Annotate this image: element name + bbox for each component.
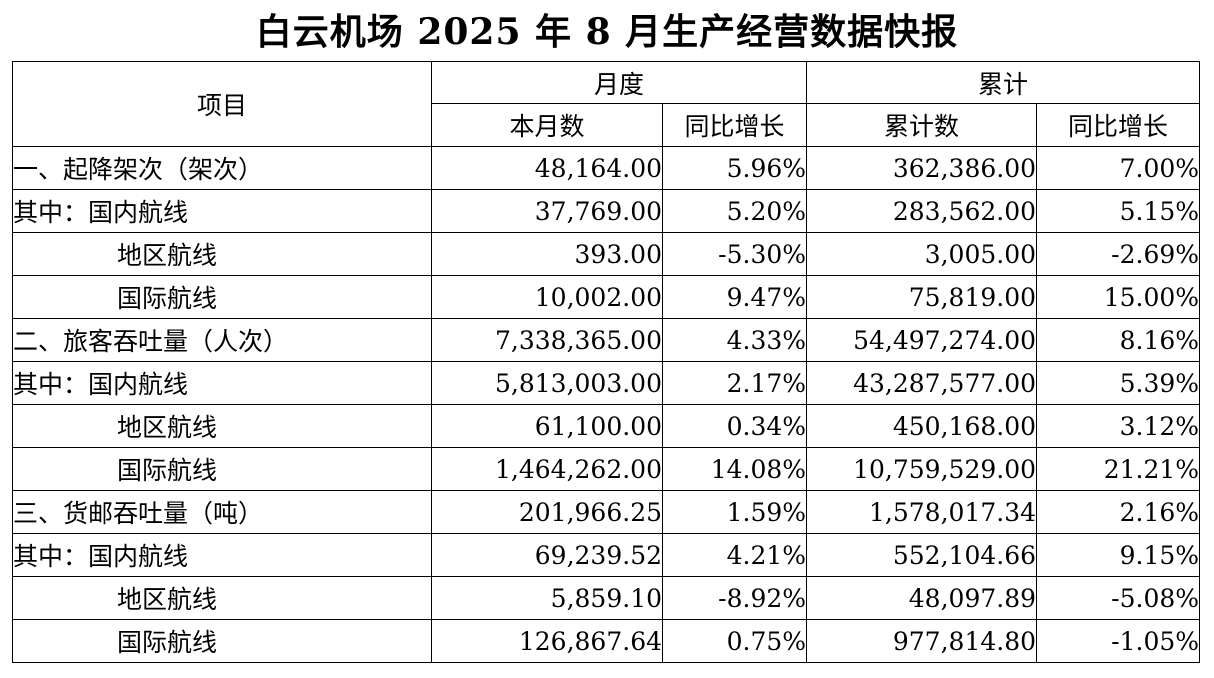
- row-label: 三、货邮吞吐量（吨）: [12, 490, 432, 534]
- header-cumulative-value: 累计数: [806, 103, 1038, 147]
- row-label: 地区航线: [12, 404, 432, 448]
- header-row-group: 项目 月度 累计: [12, 61, 1201, 147]
- monthly-value: 5,859.10: [431, 576, 663, 620]
- monthly-yoy: 1.59%: [661, 490, 808, 534]
- cumulative-yoy: 9.15%: [1036, 533, 1201, 577]
- row-label: 地区航线: [12, 232, 432, 276]
- cumulative-value: 977,814.80: [806, 619, 1038, 663]
- cumulative-value: 3,005.00: [806, 232, 1038, 276]
- header-monthly-yoy: 同比增长: [661, 103, 808, 147]
- cumulative-yoy: 5.39%: [1036, 361, 1201, 405]
- monthly-yoy: 0.75%: [661, 619, 808, 663]
- production-data-table: 项目 月度 累计 本月数 同比增长 累计数 同比增长 一、起降架次（架次） 48…: [12, 61, 1201, 663]
- row-label: 二、旅客吞吐量（人次）: [12, 318, 432, 362]
- monthly-value: 126,867.64: [431, 619, 663, 663]
- table-row: 地区航线 61,100.00 0.34% 450,168.00 3.12%: [12, 404, 1201, 448]
- table-row: 其中：国内航线 69,239.52 4.21% 552,104.66 9.15%: [12, 533, 1201, 577]
- monthly-yoy: 2.17%: [661, 361, 808, 405]
- row-label: 一、起降架次（架次）: [12, 146, 432, 190]
- row-label: 国际航线: [12, 619, 432, 663]
- monthly-value: 37,769.00: [431, 189, 663, 233]
- monthly-value: 5,813,003.00: [431, 361, 663, 405]
- monthly-yoy: 5.20%: [661, 189, 808, 233]
- table-row: 其中：国内航线 37,769.00 5.20% 283,562.00 5.15%: [12, 189, 1201, 233]
- row-label: 国际航线: [12, 447, 432, 491]
- cumulative-yoy: 7.00%: [1036, 146, 1201, 190]
- table-row: 地区航线 5,859.10 -8.92% 48,097.89 -5.08%: [12, 576, 1201, 620]
- cumulative-value: 75,819.00: [806, 275, 1038, 319]
- monthly-value: 61,100.00: [431, 404, 663, 448]
- cumulative-yoy: 3.12%: [1036, 404, 1201, 448]
- monthly-value: 10,002.00: [431, 275, 663, 319]
- monthly-yoy: 4.33%: [661, 318, 808, 362]
- monthly-yoy: 0.34%: [661, 404, 808, 448]
- table-row: 一、起降架次（架次） 48,164.00 5.96% 362,386.00 7.…: [12, 146, 1201, 190]
- header-monthly: 月度: [430, 61, 808, 104]
- cumulative-value: 450,168.00: [806, 404, 1038, 448]
- cumulative-value: 283,562.00: [806, 189, 1038, 233]
- cumulative-yoy: 21.21%: [1036, 447, 1201, 491]
- table-row: 国际航线 126,867.64 0.75% 977,814.80 -1.05%: [12, 619, 1201, 663]
- page-title: 白云机场 2025 年 8 月生产经营数据快报: [255, 11, 959, 53]
- cumulative-value: 43,287,577.00: [806, 361, 1038, 405]
- table-row: 二、旅客吞吐量（人次） 7,338,365.00 4.33% 54,497,27…: [12, 318, 1201, 362]
- cumulative-value: 10,759,529.00: [806, 447, 1038, 491]
- cumulative-yoy: -2.69%: [1036, 232, 1201, 276]
- cumulative-value: 552,104.66: [806, 533, 1038, 577]
- monthly-value: 7,338,365.00: [431, 318, 663, 362]
- monthly-yoy: 4.21%: [661, 533, 808, 577]
- monthly-yoy: -8.92%: [661, 576, 808, 620]
- row-label: 地区航线: [12, 576, 432, 620]
- table-row: 其中：国内航线 5,813,003.00 2.17% 43,287,577.00…: [12, 361, 1201, 405]
- cumulative-value: 48,097.89: [806, 576, 1038, 620]
- cumulative-value: 1,578,017.34: [806, 490, 1038, 534]
- cumulative-yoy: 5.15%: [1036, 189, 1201, 233]
- table-row: 国际航线 10,002.00 9.47% 75,819.00 15.00%: [12, 275, 1201, 319]
- monthly-yoy: -5.30%: [661, 232, 808, 276]
- header-cumulative: 累计: [806, 61, 1201, 104]
- monthly-yoy: 9.47%: [661, 275, 808, 319]
- monthly-value: 201,966.25: [431, 490, 663, 534]
- cumulative-yoy: 8.16%: [1036, 318, 1201, 362]
- monthly-yoy: 14.08%: [661, 447, 808, 491]
- row-label: 其中：国内航线: [12, 533, 432, 577]
- header-monthly-value: 本月数: [431, 103, 663, 147]
- cumulative-value: 54,497,274.00: [806, 318, 1038, 362]
- cumulative-yoy: 15.00%: [1036, 275, 1201, 319]
- row-label: 国际航线: [12, 275, 432, 319]
- table-row: 地区航线 393.00 -5.30% 3,005.00 -2.69%: [12, 232, 1201, 276]
- row-label: 其中：国内航线: [12, 361, 432, 405]
- monthly-value: 393.00: [431, 232, 663, 276]
- monthly-value: 1,464,262.00: [431, 447, 663, 491]
- table-row: 三、货邮吞吐量（吨） 201,966.25 1.59% 1,578,017.34…: [12, 490, 1201, 534]
- table-row: 国际航线 1,464,262.00 14.08% 10,759,529.00 2…: [12, 447, 1201, 491]
- monthly-value: 48,164.00: [431, 146, 663, 190]
- row-label: 其中：国内航线: [12, 189, 432, 233]
- cumulative-yoy: -1.05%: [1036, 619, 1201, 663]
- cumulative-yoy: 2.16%: [1036, 490, 1201, 534]
- header-item: 项目: [12, 61, 432, 147]
- monthly-value: 69,239.52: [431, 533, 663, 577]
- header-cumulative-yoy: 同比增长: [1036, 103, 1201, 147]
- cumulative-yoy: -5.08%: [1036, 576, 1201, 620]
- monthly-yoy: 5.96%: [661, 146, 808, 190]
- cumulative-value: 362,386.00: [806, 146, 1038, 190]
